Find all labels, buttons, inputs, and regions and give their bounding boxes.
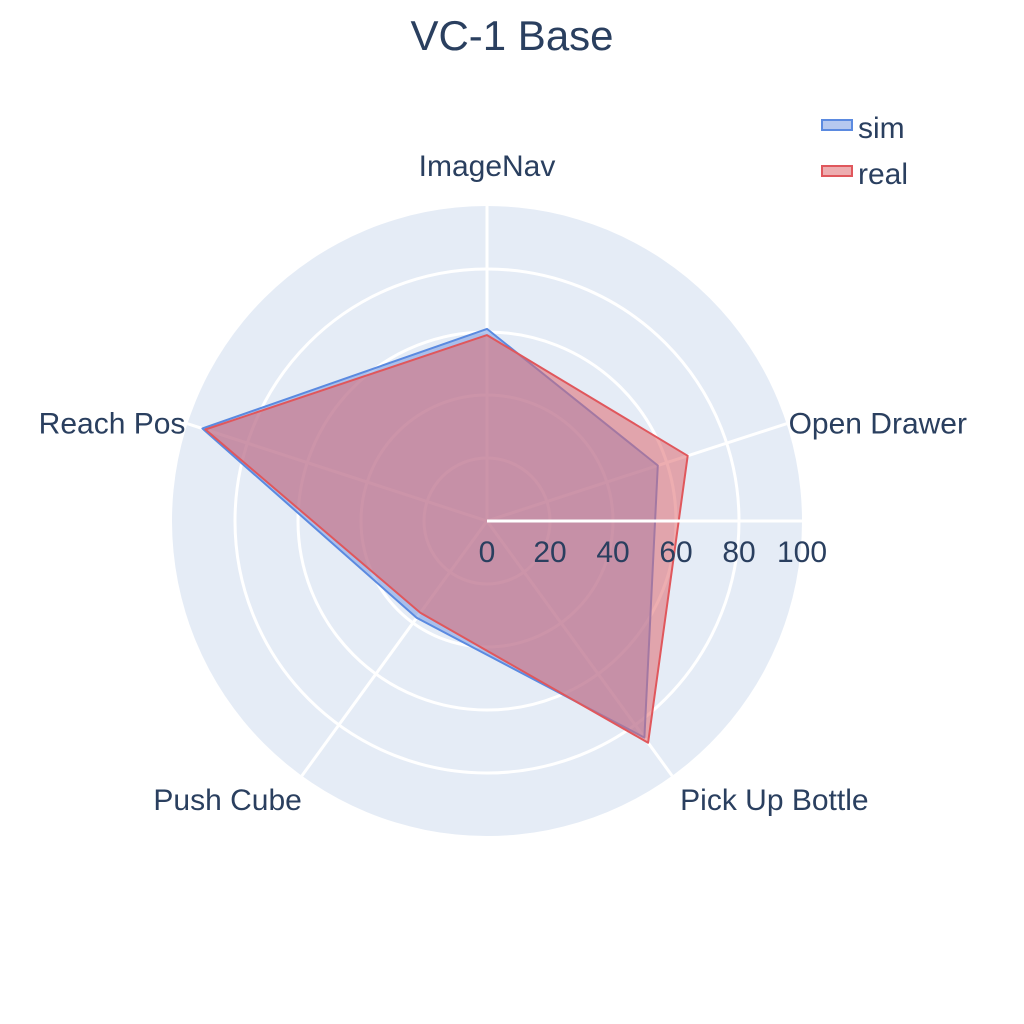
radial-tick-label: 20	[533, 536, 566, 569]
category-label: Open Drawer	[789, 408, 967, 441]
series-real-area	[204, 334, 689, 744]
series-layer	[201, 327, 689, 744]
legend-label-sim: sim	[858, 112, 905, 145]
category-label: ImageNav	[419, 150, 556, 183]
legend-item-real[interactable]: real	[821, 158, 908, 191]
category-label: Push Cube	[153, 784, 301, 817]
legend[interactable]: sim real	[821, 112, 908, 191]
radial-tick-label: 0	[479, 536, 496, 569]
radial-tick-label: 80	[722, 536, 755, 569]
angular-axis-labels: ImageNav Open Drawer Pick Up Bottle Push Cu…	[39, 150, 967, 817]
legend-label-real: real	[858, 158, 908, 191]
category-label: Reach Pos	[39, 408, 186, 441]
chart-title: VC-1 Base	[410, 12, 613, 59]
radial-tick-label: 40	[596, 536, 629, 569]
radial-tick-label: 100	[777, 536, 827, 569]
legend-swatch-real	[821, 165, 853, 177]
legend-item-sim[interactable]: sim	[821, 112, 905, 145]
radial-axis: 0 20 40 60 80 100	[479, 519, 827, 569]
category-label: Pick Up Bottle	[680, 784, 868, 817]
radial-tick-label: 60	[659, 536, 692, 569]
legend-swatch-sim	[821, 119, 853, 131]
